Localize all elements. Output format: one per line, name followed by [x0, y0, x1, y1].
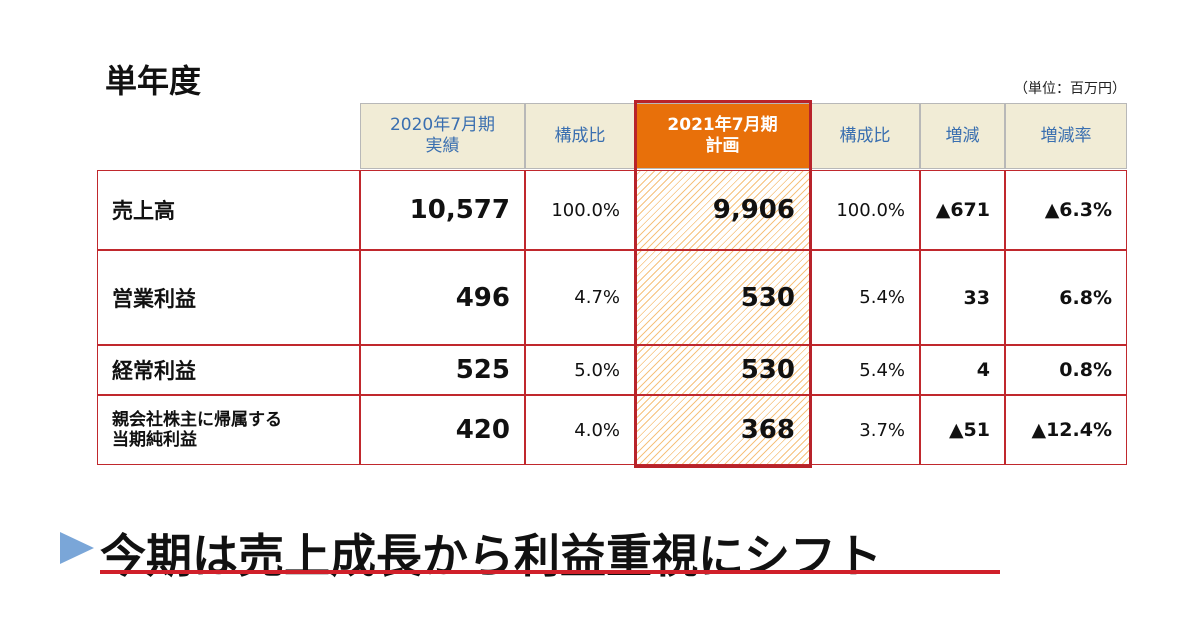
label-line: 親会社株主に帰属する: [112, 410, 282, 430]
cell: ▲671: [920, 170, 1005, 250]
cell-value: 33: [963, 286, 990, 309]
cell: 10,577: [360, 170, 525, 250]
cell-value: 496: [455, 282, 510, 313]
cell-value: 530: [740, 355, 795, 385]
cell-value: ▲12.4%: [1031, 419, 1112, 441]
header-line: 計画: [705, 136, 740, 156]
cell-value: 0.8%: [1059, 359, 1112, 381]
cell: 100.0%: [810, 170, 920, 250]
cell-value: 5.4%: [859, 359, 905, 381]
cell-value: 530: [740, 282, 795, 313]
cell: ▲12.4%: [1005, 395, 1127, 465]
headline: 今期は売上成長から利益重視にシフト: [100, 529, 882, 583]
cell: 4: [920, 345, 1005, 395]
cell-value: ▲671: [935, 199, 990, 221]
cell: ▲51: [920, 395, 1005, 465]
label-line: 当期純利益: [112, 430, 197, 450]
column-header: 構成比: [810, 103, 920, 169]
header-line: 構成比: [554, 125, 606, 146]
cell-value: 525: [455, 355, 510, 385]
column-header: 2020年7月期 実績: [360, 103, 525, 169]
row-label: 親会社株主に帰属する 当期純利益: [97, 395, 360, 465]
cell-value: 4.0%: [574, 419, 620, 441]
column-header: 構成比: [525, 103, 635, 169]
cell-value: 368: [740, 415, 795, 445]
cell-value: 10,577: [409, 195, 510, 225]
cell: 100.0%: [525, 170, 635, 250]
cell-value: 100.0%: [551, 199, 620, 221]
cell: 4.0%: [525, 395, 635, 465]
cell-value: 4.7%: [574, 287, 620, 308]
cell: 3.7%: [810, 395, 920, 465]
column-header: 2021年7月期 計画: [635, 103, 810, 169]
cell: 496: [360, 250, 525, 345]
cell-value: 3.7%: [859, 419, 905, 441]
label-line: 営業利益: [112, 286, 196, 311]
cell: 33: [920, 250, 1005, 345]
title: 単年度: [105, 62, 202, 100]
row-label: 売上高: [97, 170, 360, 250]
header-line: 構成比: [839, 125, 891, 146]
cell-value: 5.4%: [859, 287, 905, 308]
cell: ▲6.3%: [1005, 170, 1127, 250]
header-line: 増減率: [1040, 125, 1092, 146]
cell-value: 6.8%: [1059, 286, 1112, 309]
column-header: 増減率: [1005, 103, 1127, 169]
cell: 6.8%: [1005, 250, 1127, 345]
cell: 368: [635, 395, 810, 465]
header-line: 2021年7月期: [667, 115, 778, 135]
cell-value: ▲6.3%: [1044, 199, 1112, 221]
column-header: 増減: [920, 103, 1005, 169]
label-line: 経常利益: [112, 359, 196, 383]
bullet-triangle: [60, 532, 94, 564]
cell: 525: [360, 345, 525, 395]
unit-note: （単位：百万円）: [1014, 81, 1126, 97]
cell: 530: [635, 345, 810, 395]
cell: 5.0%: [525, 345, 635, 395]
header-line: 実績: [425, 136, 460, 156]
cell-value: 9,906: [712, 195, 795, 225]
cell: 9,906: [635, 170, 810, 250]
cell-value: 5.0%: [574, 359, 620, 381]
header-line: 2020年7月期: [389, 115, 496, 135]
cell-value: 4: [976, 359, 990, 381]
label-line: 売上高: [112, 199, 175, 223]
highlight-frame: [634, 100, 812, 468]
row-label: 営業利益: [97, 250, 360, 345]
cell: 420: [360, 395, 525, 465]
cell-value: 420: [455, 415, 510, 445]
cell-value: ▲51: [948, 419, 990, 441]
cell: 5.4%: [810, 345, 920, 395]
headline-underline: [100, 570, 1000, 574]
row-label: 経常利益: [97, 345, 360, 395]
header-line: 増減: [945, 125, 980, 146]
cell: 0.8%: [1005, 345, 1127, 395]
cell: 5.4%: [810, 250, 920, 345]
cell-value: 100.0%: [836, 199, 905, 221]
cell: 4.7%: [525, 250, 635, 345]
cell: 530: [635, 250, 810, 345]
